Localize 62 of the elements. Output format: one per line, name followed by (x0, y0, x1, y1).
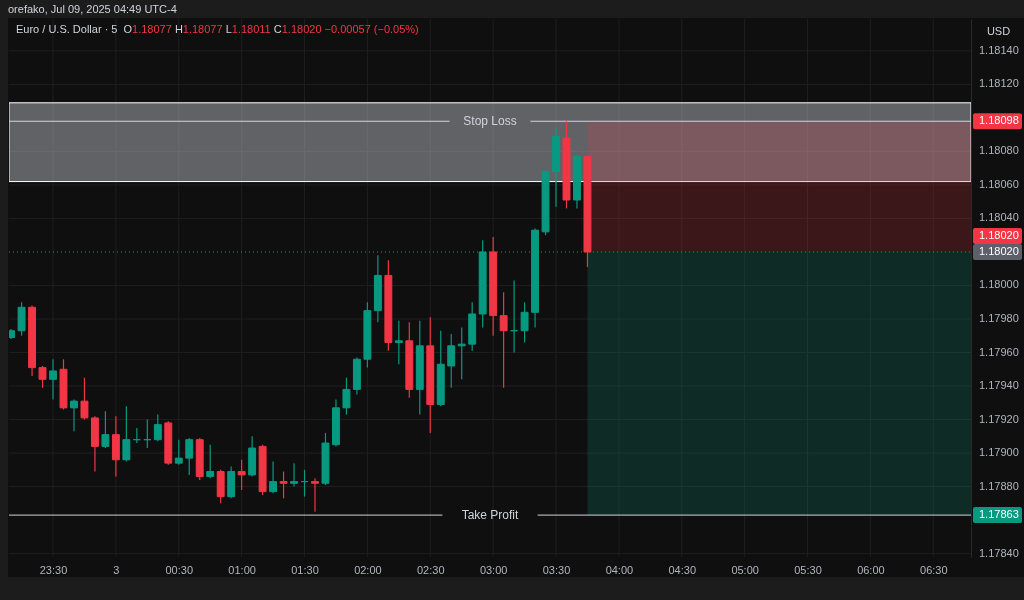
x-tick-label: 02:30 (417, 563, 445, 576)
y-tick-label: 1.17960 (979, 345, 1019, 358)
x-tick-label: 23:30 (39, 563, 68, 576)
x-tick-label: 00:30 (165, 563, 194, 576)
candlestick (174, 439, 183, 466)
candlestick (321, 432, 330, 486)
x-tick-label: 3 (113, 563, 120, 576)
y-tick-label: 1.17920 (979, 412, 1019, 425)
y-tick-label: 1.18040 (979, 211, 1019, 224)
y-tick-label: 1.17880 (979, 479, 1019, 492)
y-tick-label: 1.18000 (979, 278, 1019, 291)
x-tick-label: 01:30 (291, 563, 319, 576)
y-tick-label: 1.17980 (979, 312, 1019, 325)
x-tick-label: 02:00 (354, 563, 382, 576)
x-tick-label: 06:30 (920, 563, 948, 576)
text: 1.18020 (979, 244, 1019, 257)
candlestick (541, 169, 550, 236)
candlestick (101, 410, 110, 449)
candlestick (237, 459, 246, 491)
candlestick (59, 358, 68, 411)
ref-line-label: Take Profit (461, 508, 519, 523)
candlestick (185, 437, 194, 476)
candlestick (447, 333, 456, 389)
x-tick-label: 03:30 (542, 563, 571, 576)
candlestick (562, 120, 571, 209)
x-tick-label: 03:00 (479, 563, 508, 576)
y-tick-label: 1.17900 (979, 446, 1019, 459)
x-tick-label: 01:00 (228, 563, 256, 576)
chart-title: Euro / U.S. Dollar · 5 (16, 23, 118, 35)
ref-line-label: Stop Loss (463, 114, 517, 129)
y-axis-title: USD (986, 24, 1011, 37)
candlestick (164, 420, 173, 466)
y-tick-label: 1.18080 (979, 144, 1019, 157)
candlestick (38, 365, 47, 389)
text: 1.17863 (979, 508, 1019, 521)
candlestick (468, 301, 477, 352)
candlestick (17, 301, 26, 337)
candlestick (290, 462, 298, 488)
candlestick (279, 470, 288, 499)
y-tick-label: 1.18140 (979, 43, 1019, 56)
candlestick (342, 377, 351, 416)
x-tick-label: 05:30 (794, 563, 822, 576)
x-tick-label: 06:00 (857, 563, 885, 576)
candlestick (457, 326, 466, 380)
x-tick-label: 04:00 (605, 563, 634, 576)
y-tick-label: 1.17840 (979, 546, 1019, 559)
candlestick (311, 477, 319, 513)
y-tick-label: 1.18120 (979, 77, 1019, 90)
x-tick-label: 05:00 (731, 563, 759, 576)
y-tick-label: 1.18060 (979, 177, 1019, 190)
candlestick (520, 301, 529, 344)
chart-subtitle: O1.18077 H1.18077 L1.18011 C1.18020 −0.00057 (−0.05%) (123, 23, 419, 35)
text: 1.18020 (979, 228, 1019, 241)
text: 1.18098 (979, 114, 1019, 127)
candlestick (394, 320, 403, 365)
candlestick (478, 239, 487, 328)
candlestick (258, 444, 267, 496)
x-tick-label: 04:30 (668, 563, 697, 576)
candlestick (80, 377, 89, 421)
candlestick (363, 301, 372, 369)
text: orefako, Jul 09, 2025 04:49 UTC-4 (8, 3, 177, 15)
y-tick-label: 1.17940 (979, 379, 1019, 392)
